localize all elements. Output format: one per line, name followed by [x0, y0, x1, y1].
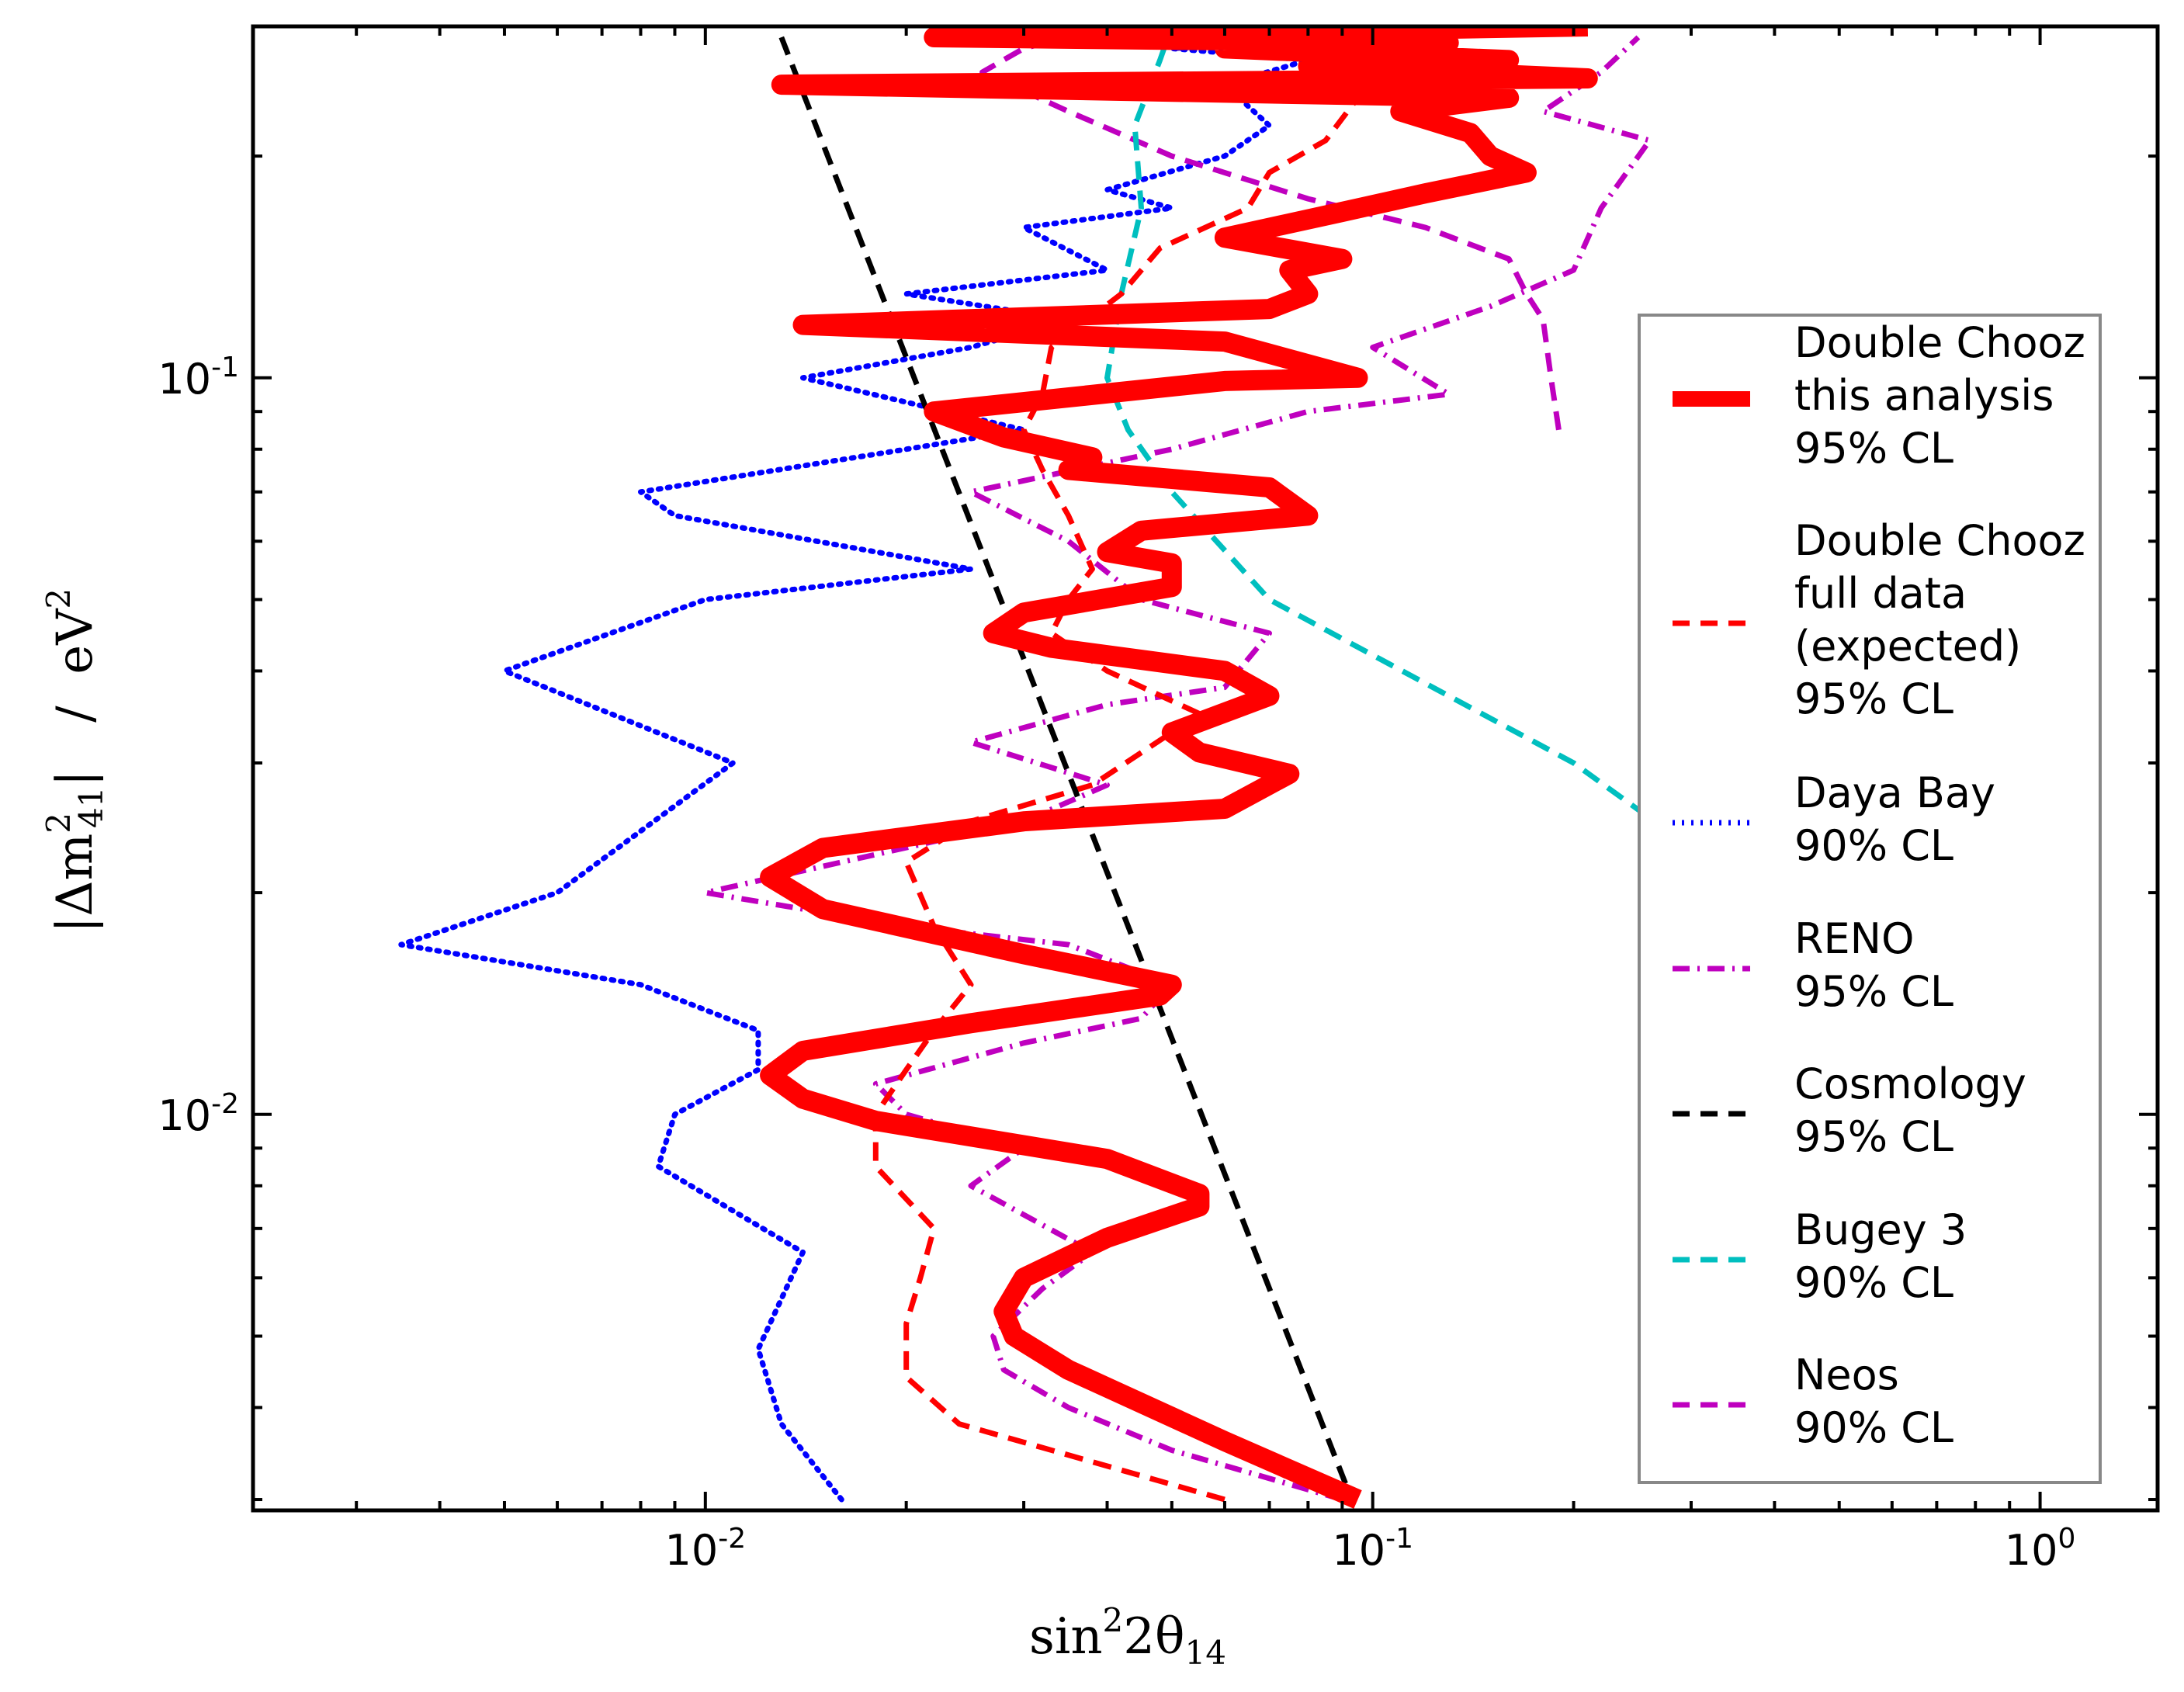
- legend: Double Chooz this analysis 95% CLDouble …: [1638, 314, 2102, 1484]
- legend-entry: Double Chooz full data (expected) 95% CL: [1673, 516, 2085, 723]
- legend-entry: RENO 95% CL: [1673, 914, 1953, 1016]
- legend-label: Double Chooz: [1794, 516, 2085, 565]
- series-line-daya-bay-90-cl: [398, 26, 1376, 1503]
- svg-text:sin22θ14: sin22θ14: [1029, 1601, 1226, 1672]
- x-tick-label: 100: [2005, 1523, 2076, 1575]
- legend-entry: Neos 90% CL: [1673, 1350, 1953, 1452]
- series-line-double-chooz-full-data-expected-95-cl: [872, 26, 1427, 1503]
- legend-label: Neos: [1794, 1350, 1899, 1399]
- legend-label: Double Chooz: [1794, 318, 2085, 367]
- legend-label: 95% CL: [1794, 1112, 1953, 1161]
- legend-label: RENO: [1794, 914, 1915, 963]
- legend-entry: Double Chooz this analysis 95% CL: [1673, 318, 2085, 473]
- legend-label: (expected): [1794, 622, 2021, 671]
- tick-layer: 10-2 10-1 100 10-2 10-1: [158, 26, 2158, 1575]
- series-line-double-chooz-this-analysis-95-cl: [760, 26, 1598, 1509]
- plot-frame: [251, 24, 2160, 1513]
- y-tick-label: 10-1: [158, 352, 239, 404]
- legend-label: 95% CL: [1794, 424, 1953, 473]
- legend-entry: Daya Bay 90% CL: [1673, 768, 1995, 870]
- x-axis-label: sin22θ14: [1029, 1601, 1226, 1672]
- legend-label: this analysis: [1794, 371, 2054, 420]
- legend-label: Daya Bay: [1794, 768, 1995, 817]
- legend-box: [1638, 314, 2102, 1484]
- legend-entry: Cosmology 95% CL: [1673, 1059, 2026, 1161]
- legend-label: 95% CL: [1794, 967, 1953, 1016]
- series-line-bugey-3-90-cl: [1104, 26, 2011, 1014]
- svg-text:|Δm241| / eV2: |Δm241| / eV2: [40, 588, 110, 933]
- series-layer: [398, 26, 2011, 1509]
- legend-label: 90% CL: [1794, 1403, 1953, 1452]
- y-tick-label: 10-2: [158, 1088, 239, 1140]
- x-tick-label: 10-2: [665, 1523, 747, 1575]
- legend-label: Bugey 3: [1794, 1205, 1967, 1254]
- legend-label: Cosmology: [1794, 1059, 2026, 1108]
- legend-label: 90% CL: [1794, 821, 1953, 870]
- legend-label: 90% CL: [1794, 1258, 1953, 1307]
- x-tick-label: 10-1: [1332, 1523, 1413, 1575]
- legend-label: 95% CL: [1794, 674, 1953, 723]
- legend-label: full data: [1794, 569, 1967, 618]
- series-line-cosmology-95-cl: [778, 36, 1354, 1501]
- y-axis-label: |Δm241| / eV2: [40, 588, 110, 933]
- legend-entry: Bugey 3 90% CL: [1673, 1205, 1967, 1307]
